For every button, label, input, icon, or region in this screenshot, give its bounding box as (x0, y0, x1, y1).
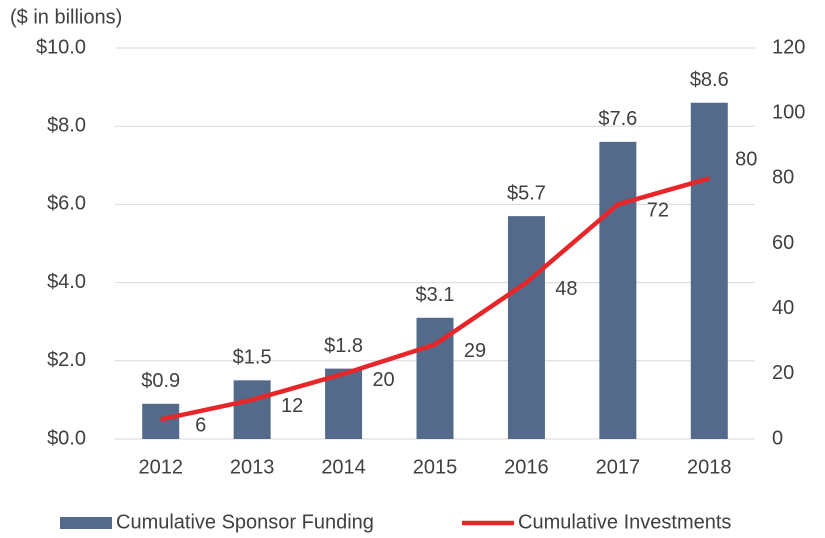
y2-tick-label: 0 (772, 427, 783, 449)
y2-tick-label: 120 (772, 36, 805, 58)
legend-label: Cumulative Sponsor Funding (116, 511, 374, 533)
line-value-label: 80 (735, 149, 757, 171)
line-value-label: 12 (281, 395, 303, 417)
axis-unit-label: ($ in billions) (10, 6, 122, 28)
y2-tick-label: 60 (772, 232, 794, 254)
y2-tick-label: 20 (772, 362, 794, 384)
x-tick-label: 2012 (138, 456, 183, 478)
bar-value-label: $1.5 (233, 347, 272, 369)
bar (142, 403, 180, 439)
x-tick-label: 2016 (504, 456, 549, 478)
y2-tick-label: 80 (772, 167, 794, 189)
bar-value-label: $5.7 (507, 182, 546, 204)
bar-value-label: $8.6 (690, 69, 729, 91)
legend-swatch (60, 517, 112, 529)
y-tick-label: $10.0 (36, 36, 86, 58)
y-tick-label: $4.0 (47, 271, 86, 293)
x-tick-label: 2014 (321, 456, 366, 478)
legend-label: Cumulative Investments (518, 511, 731, 533)
x-tick-label: 2017 (596, 456, 641, 478)
bar (325, 368, 363, 439)
y-tick-label: $2.0 (47, 349, 86, 371)
bar (690, 102, 728, 440)
bar-value-label: $7.6 (598, 108, 637, 130)
bar-value-label: $1.8 (324, 335, 363, 357)
y2-tick-label: 40 (772, 297, 794, 319)
y2-tick-label: 100 (772, 101, 805, 123)
y-tick-label: $6.0 (47, 193, 86, 215)
line-value-label: 29 (464, 340, 486, 362)
line-value-label: 6 (195, 415, 206, 437)
x-tick-label: 2015 (413, 456, 458, 478)
line (160, 176, 710, 422)
bar (599, 141, 637, 439)
line-value-label: 20 (372, 369, 394, 391)
bar-value-label: $0.9 (141, 370, 180, 392)
bar (507, 216, 545, 439)
x-tick-label: 2018 (687, 456, 732, 478)
bar-value-label: $3.1 (416, 284, 455, 306)
line-value-label: 48 (555, 278, 577, 300)
x-tick-label: 2013 (230, 456, 275, 478)
bar (233, 380, 271, 439)
y-tick-label: $0.0 (47, 427, 86, 449)
line-value-label: 72 (647, 200, 669, 222)
y-tick-label: $8.0 (47, 114, 86, 136)
